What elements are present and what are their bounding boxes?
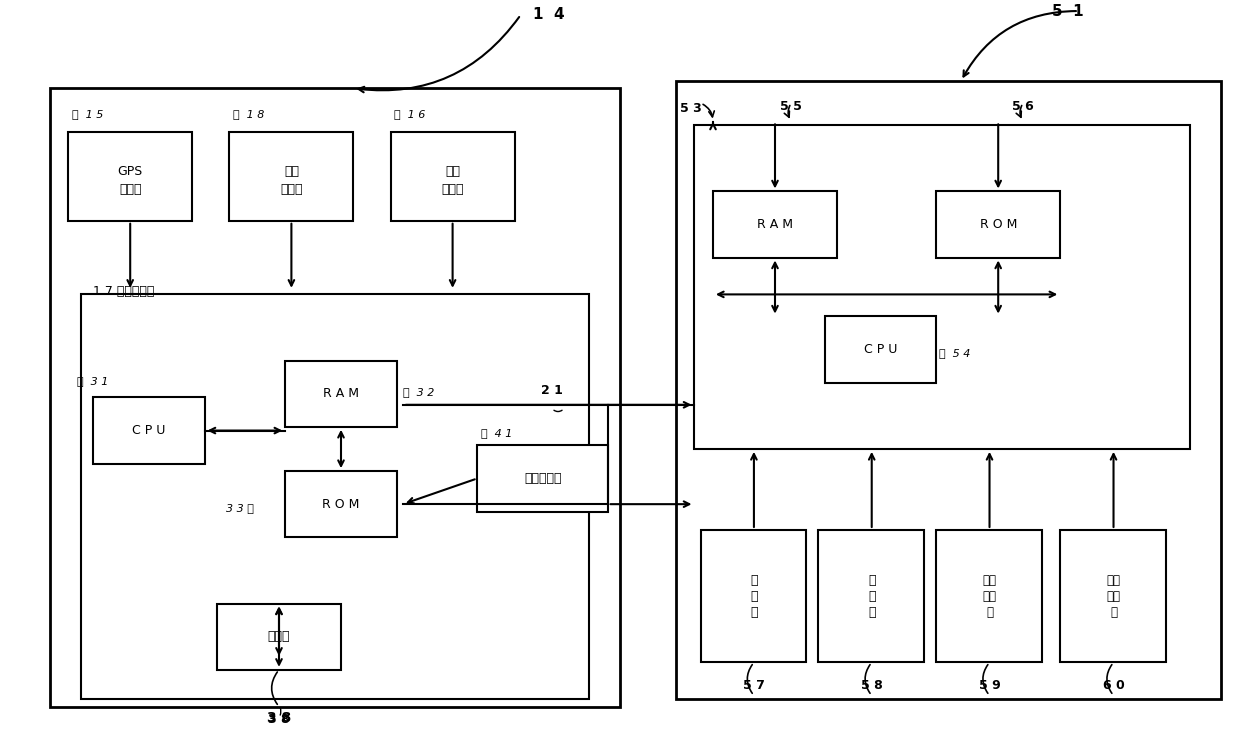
Text: 3 8: 3 8 [267, 710, 291, 725]
Text: R A M: R A M [322, 387, 360, 400]
FancyBboxPatch shape [694, 125, 1190, 449]
Text: C P U: C P U [133, 424, 165, 437]
Text: 5 5: 5 5 [780, 100, 802, 113]
FancyBboxPatch shape [93, 397, 205, 464]
Text: 通信部: 通信部 [268, 630, 290, 643]
FancyBboxPatch shape [285, 471, 397, 537]
Text: ～  4 1: ～ 4 1 [481, 428, 512, 438]
Text: 5 8: 5 8 [861, 679, 883, 693]
Text: 1  4: 1 4 [533, 7, 565, 22]
Text: 车速传感器: 车速传感器 [525, 472, 562, 485]
FancyBboxPatch shape [676, 81, 1221, 699]
FancyBboxPatch shape [229, 132, 353, 221]
Text: 声音
输出
部: 声音 输出 部 [1106, 573, 1121, 619]
Text: ～  3 1: ～ 3 1 [77, 376, 108, 386]
Text: ～  1 5: ～ 1 5 [72, 109, 103, 119]
Text: 3 8: 3 8 [268, 713, 290, 726]
FancyBboxPatch shape [936, 191, 1060, 258]
Text: R O M: R O M [980, 218, 1017, 231]
Text: 5 3: 5 3 [680, 102, 702, 116]
Text: 5 7: 5 7 [743, 679, 765, 693]
FancyBboxPatch shape [936, 530, 1042, 662]
FancyBboxPatch shape [217, 604, 341, 670]
FancyBboxPatch shape [701, 530, 806, 662]
FancyBboxPatch shape [50, 88, 620, 707]
Text: C P U: C P U [864, 343, 897, 356]
Text: 操
作
部: 操 作 部 [750, 573, 758, 619]
Text: 2 1: 2 1 [541, 384, 563, 397]
FancyBboxPatch shape [818, 530, 924, 662]
FancyBboxPatch shape [68, 132, 192, 221]
Text: R A M: R A M [756, 218, 794, 231]
Text: 5  1: 5 1 [1052, 4, 1084, 18]
Text: 显
示
部: 显 示 部 [868, 573, 875, 619]
Text: ～  5 4: ～ 5 4 [939, 348, 970, 358]
Text: ～  1 8: ～ 1 8 [233, 109, 264, 119]
FancyBboxPatch shape [713, 191, 837, 258]
FancyBboxPatch shape [825, 316, 936, 383]
Text: 5 9: 5 9 [978, 679, 1001, 693]
Text: 6 0: 6 0 [1102, 679, 1125, 693]
Text: ～  3 2: ～ 3 2 [403, 386, 434, 397]
FancyBboxPatch shape [285, 361, 397, 427]
FancyBboxPatch shape [81, 294, 589, 699]
FancyBboxPatch shape [477, 445, 608, 512]
Text: R O M: R O M [322, 498, 360, 511]
FancyBboxPatch shape [391, 132, 515, 221]
Text: 方位
传感器: 方位 传感器 [280, 165, 303, 196]
Text: ～  1 6: ～ 1 6 [394, 109, 425, 119]
Text: 1 7 导航处理部: 1 7 导航处理部 [93, 285, 154, 298]
Text: 数据
记录部: 数据 记录部 [441, 165, 464, 196]
Text: 5 6: 5 6 [1012, 100, 1034, 113]
Text: 3 3 ～: 3 3 ～ [227, 503, 254, 513]
Text: GPS
传感器: GPS 传感器 [118, 165, 143, 196]
FancyBboxPatch shape [1060, 530, 1166, 662]
Text: 声音
输入
部: 声音 输入 部 [982, 573, 997, 619]
